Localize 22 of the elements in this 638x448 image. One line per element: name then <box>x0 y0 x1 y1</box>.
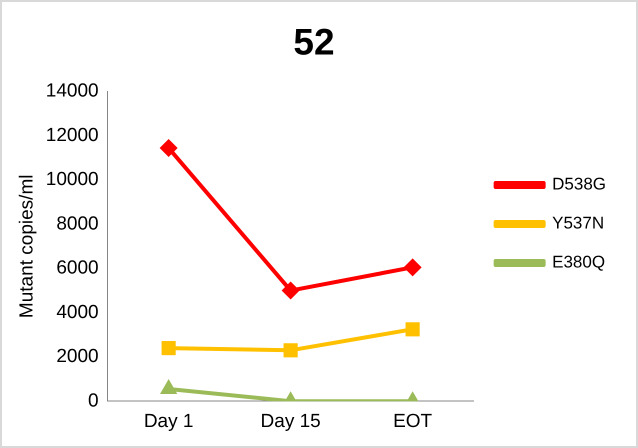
legend-label: Y537N <box>552 214 604 233</box>
point <box>404 258 422 276</box>
point <box>284 343 298 358</box>
chart-title: 52 <box>293 21 335 62</box>
point <box>406 322 420 336</box>
y-tick-label: 6000 <box>56 258 99 279</box>
y-tick-label: 12000 <box>46 124 99 146</box>
y-tick-label: 2000 <box>56 346 99 368</box>
legend-label: E380Q <box>552 252 606 272</box>
x-tick-label: Day 15 <box>260 410 321 432</box>
y-tick-label: 0 <box>88 390 99 412</box>
y-tick-label: 4000 <box>56 302 99 323</box>
point <box>162 341 176 356</box>
x-tick-label: Day 1 <box>144 410 194 432</box>
y-tick-label: 8000 <box>56 213 99 234</box>
y-tick-label: 14000 <box>46 80 99 102</box>
y-axis-title: Mutant copies/ml <box>16 174 38 318</box>
point <box>160 379 178 394</box>
legend-label: D538G <box>552 174 606 194</box>
x-tick-label: EOT <box>393 410 433 432</box>
y-tick-label: 10000 <box>46 169 99 190</box>
point <box>282 282 300 300</box>
